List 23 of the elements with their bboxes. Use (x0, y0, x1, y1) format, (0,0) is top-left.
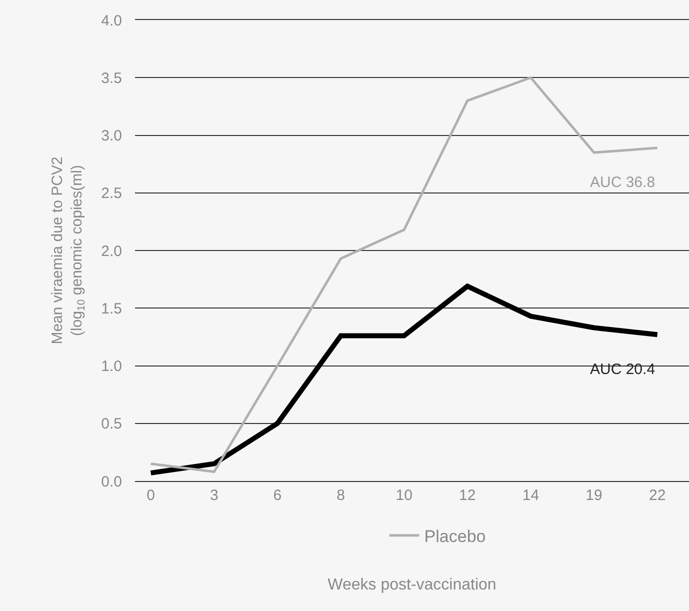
y-tick-label: 1.5 (101, 300, 122, 318)
y-tick-label: 4.0 (101, 12, 122, 30)
y-tick-label: 3.5 (101, 70, 122, 87)
x-tick-label: 22 (648, 487, 666, 504)
annotation: AUC 36.8 (590, 174, 656, 191)
x-tick-label: 0 (146, 487, 155, 504)
x-axis-title: Weeks post-vaccination (328, 576, 496, 594)
y-tick-label: 1.0 (101, 358, 122, 375)
x-tick-label: 6 (273, 487, 282, 504)
x-tick-label: 10 (396, 487, 412, 504)
y-tick-label: 3.0 (101, 128, 122, 144)
x-tick-label: 12 (459, 487, 476, 504)
x-tick-label: 8 (336, 487, 345, 504)
x-tick-label: 3 (210, 487, 218, 504)
y-tick-label: 0.0 (101, 473, 122, 490)
x-tick-label: 19 (586, 487, 602, 504)
x-tick-label: 14 (522, 487, 540, 504)
legend-label: Placebo (424, 527, 486, 546)
line-series (150, 76, 659, 474)
annotation: AUC 20.4 (590, 361, 656, 378)
y-tick-label: 2.5 (101, 185, 122, 202)
y-tick-label: 0.5 (101, 416, 122, 433)
y-tick-label: 2.0 (101, 242, 122, 260)
